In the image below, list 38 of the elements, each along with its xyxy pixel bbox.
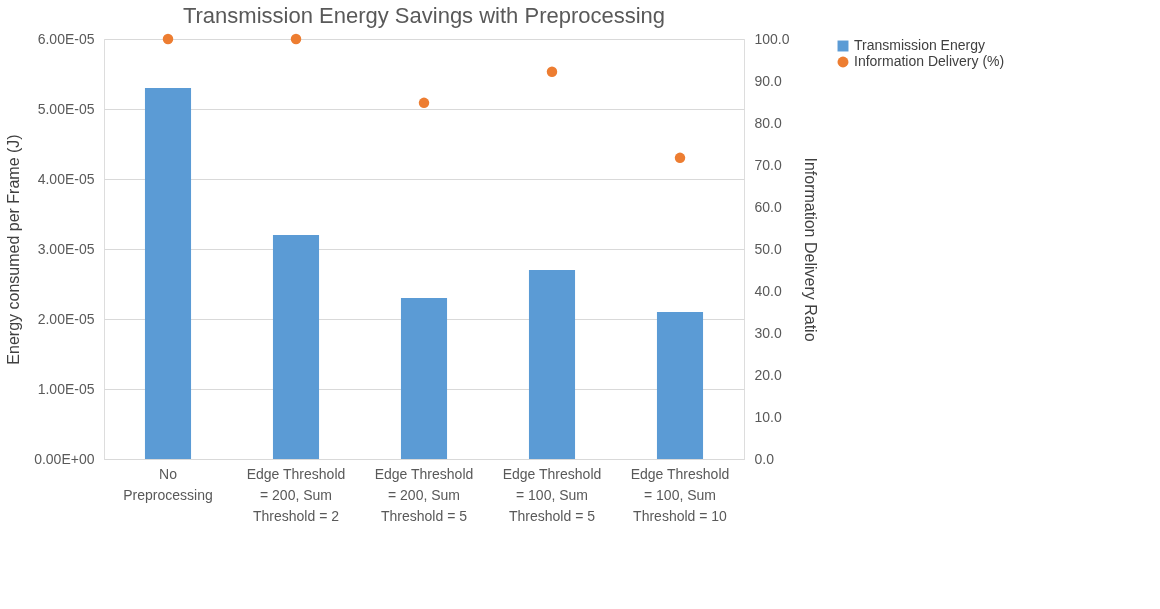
x-tick-label: Edge Threshold = 100, Sum Threshold = 5 (502, 465, 602, 524)
y-tick-label: 5.00E-05 (37, 100, 95, 117)
bar (656, 312, 704, 459)
x-tick-label: Edge Threshold = 100, Sum Threshold = 10 (630, 465, 730, 524)
y2-tick-label: 40.0 (754, 282, 782, 299)
y-tick-label: 6.00E-05 (37, 30, 95, 47)
legend-label: Transmission Energy (854, 37, 985, 53)
point (546, 66, 558, 77)
bar (400, 298, 448, 459)
y-tick-label: 0.00E+00 (34, 450, 95, 467)
x-tick-label: Edge Threshold = 200, Sum Threshold = 2 (246, 465, 346, 524)
y2-tick-label: 90.0 (754, 72, 782, 89)
y2-tick-label: 50.0 (754, 240, 782, 257)
y2-tick-label: 0.0 (754, 450, 775, 467)
y2-tick-label: 30.0 (754, 324, 782, 341)
bar (144, 88, 192, 459)
bar (528, 270, 576, 459)
point (674, 152, 686, 164)
point (162, 33, 174, 45)
x-tick-label: Edge Threshold = 200, Sum Threshold = 5 (374, 465, 474, 524)
y-tick-label: 1.00E-05 (37, 380, 95, 397)
y-tick-label: 4.00E-05 (37, 170, 95, 187)
y2-tick-label: 100.0 (754, 30, 790, 47)
y2-tick-label: 60.0 (754, 198, 782, 215)
y-tick-label: 3.00E-05 (37, 240, 95, 257)
chart-title: Transmission Energy Savings with Preprocessing (182, 3, 666, 28)
y2-tick-label: 10.0 (754, 408, 782, 425)
legend-label: Information Delivery (%) (854, 53, 1005, 69)
point (418, 97, 430, 109)
y-tick-label: 2.00E-05 (37, 310, 95, 327)
x-tick-label: No Preprocessing (123, 465, 213, 503)
point (290, 33, 302, 45)
y2-axis-title: Information Delivery Ratio (801, 157, 819, 342)
y-axis-title: Energy consumed per Frame (J) (5, 134, 23, 365)
y2-tick-label: 80.0 (754, 114, 782, 131)
y2-tick-label: 70.0 (754, 156, 782, 173)
y2-tick-label: 20.0 (754, 366, 782, 383)
bar (272, 235, 320, 459)
